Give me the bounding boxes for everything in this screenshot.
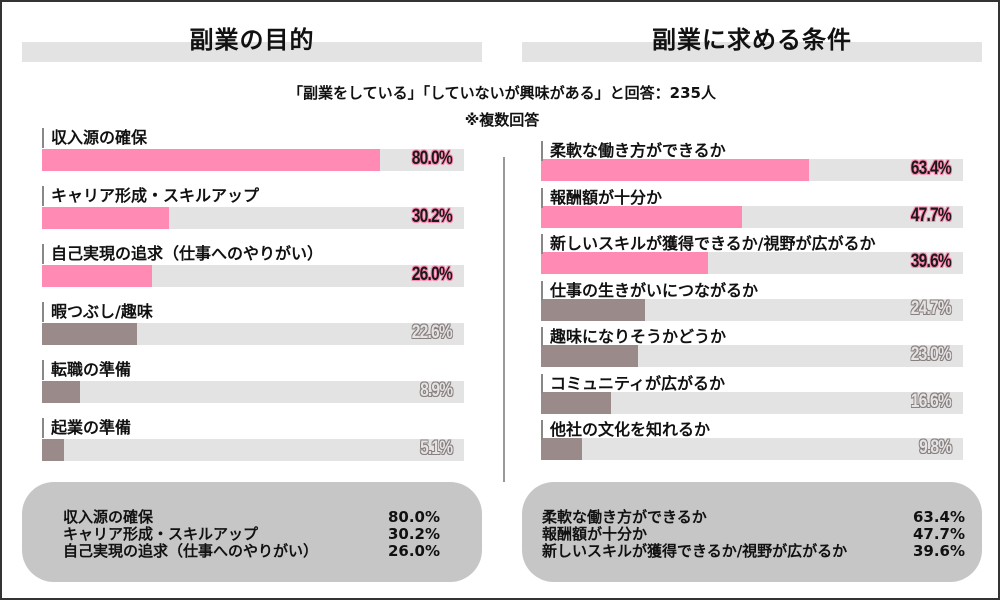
- bar-value: 39.6%: [910, 251, 952, 272]
- bar-value: 9.8%: [918, 437, 952, 458]
- bar-value: 23.0%: [910, 344, 952, 365]
- summary-value: 26.0%: [387, 542, 440, 560]
- bar-value: 80.0%: [411, 148, 453, 169]
- summary-label: 自己実現の追求（仕事へのやりがい）: [63, 542, 319, 560]
- bar-value: 30.2%: [411, 206, 453, 227]
- summary-value: 39.6%: [912, 542, 965, 560]
- bar-row: 47.7% 報酬額が十分か: [541, 186, 963, 233]
- bar-fill: [42, 265, 152, 287]
- bar-track: 24.7%: [541, 297, 963, 321]
- bar-track: 22.6%: [42, 322, 464, 345]
- summary-label: 新しいスキルが獲得できるか/視野が広がるか: [542, 542, 848, 560]
- bar-label: 他社の文化を知れるか: [541, 420, 710, 440]
- bar-label: 仕事の生きがいにつながるか: [541, 280, 758, 301]
- left-panel-title-band: 副業の目的: [22, 26, 482, 62]
- bar-row: 5.1% 起業の準備: [42, 414, 464, 472]
- bar-label: 柔軟な働き方ができるか: [541, 141, 726, 161]
- bar-track: 26.0%: [42, 264, 464, 287]
- right-summary-box: 柔軟な働き方ができるか 63.4% 報酬額が十分か 47.7% 新しいスキルが獲得できる…: [522, 482, 982, 582]
- bar-fill: [541, 345, 639, 367]
- bar-row: 80.0% 収入源の確保: [42, 124, 464, 182]
- panel-divider: [503, 157, 505, 482]
- bar-fill: [42, 149, 380, 171]
- bar-label: コミュニティが広がるか: [541, 373, 725, 394]
- left-summary-box: 収入源の確保 80.0% キャリア形成・スキルアップ 30.2% 自己実現の追求（仕事へ…: [22, 482, 482, 582]
- bar-row: 30.2% キャリア形成・スキルアップ: [42, 182, 464, 240]
- summary-label: キャリア形成・スキルアップ: [63, 525, 259, 543]
- bar-fill: [541, 159, 809, 181]
- bar-track: 30.2%: [42, 206, 464, 229]
- bar-fill: [541, 391, 612, 414]
- bar-label: 報酬額が十分か: [541, 187, 662, 208]
- bar-label: 趣味になりそうかどうか: [541, 327, 726, 347]
- bar-value: 16.6%: [910, 390, 952, 412]
- summary-label: 収入源の確保: [63, 508, 154, 526]
- bar-row: 24.7% 仕事の生きがいにつながるか: [541, 279, 963, 326]
- summary-label: 柔軟な働き方ができるか: [542, 508, 707, 526]
- summary-label: 報酬額が十分か: [542, 525, 648, 543]
- bar-fill: [541, 205, 743, 228]
- right-panel-title: 副業に求める条件: [652, 26, 852, 54]
- bar-label: キャリア形成・スキルアップ: [42, 186, 259, 206]
- summary-value: 30.2%: [387, 525, 440, 543]
- bar-row: 26.0% 自己実現の追求（仕事へのやりがい）: [42, 240, 464, 298]
- respondent-note: 「副業をしている」「していないが興味がある」と回答：235人: [288, 84, 716, 102]
- bar-track: 8.9%: [42, 380, 464, 403]
- bar-label: 暇つぶし/趣味: [42, 302, 153, 322]
- bar-label: 転職の準備: [42, 360, 131, 380]
- summary-value: 47.7%: [912, 525, 965, 543]
- bar-row: 23.0% 趣味になりそうかどうか: [541, 325, 963, 372]
- bar-track: 9.8%: [541, 437, 963, 460]
- bar-row: 9.8% 他社の文化を知れるか: [541, 418, 963, 465]
- bar-fill: [42, 381, 80, 403]
- right-panel-title-band: 副業に求める条件: [522, 26, 982, 62]
- bar-value: 47.7%: [910, 204, 952, 226]
- bar-label: 新しいスキルが獲得できるか/視野が広がるか: [541, 234, 876, 254]
- bar-label: 収入源の確保: [42, 128, 147, 148]
- bar-row: 8.9% 転職の準備: [42, 356, 464, 414]
- bar-fill: [42, 439, 64, 461]
- bar-value: 8.9%: [419, 380, 453, 401]
- bar-fill: [42, 207, 170, 229]
- bar-value: 24.7%: [910, 297, 952, 319]
- bar-track: 47.7%: [541, 204, 963, 228]
- multiple-answer-note: ※複数回答: [464, 111, 540, 129]
- bar-track: 39.6%: [541, 251, 963, 274]
- bar-label: 起業の準備: [42, 418, 131, 438]
- bar-fill: [541, 298, 646, 321]
- left-panel-title: 副業の目的: [189, 26, 315, 54]
- summary-value: 63.4%: [912, 508, 965, 526]
- bar-row: 16.6% コミュニティが広がるか: [541, 372, 963, 419]
- bar-row: 63.4% 柔軟な働き方ができるか: [541, 139, 963, 186]
- bar-row: 39.6% 新しいスキルが獲得できるか/視野が広がるか: [541, 232, 963, 279]
- bar-value: 5.1%: [419, 438, 453, 459]
- bar-value: 26.0%: [411, 264, 453, 285]
- bar-track: 23.0%: [541, 344, 963, 367]
- bar-fill: [541, 252, 709, 274]
- bar-fill: [42, 323, 138, 345]
- bar-track: 63.4%: [541, 158, 963, 181]
- bar-value: 22.6%: [411, 322, 453, 343]
- bar-track: 5.1%: [42, 438, 464, 461]
- summary-value: 80.0%: [387, 508, 440, 526]
- bar-label: 自己実現の追求（仕事へのやりがい）: [42, 244, 323, 264]
- bar-fill: [541, 438, 583, 460]
- bar-row: 22.6% 暇つぶし/趣味: [42, 298, 464, 356]
- bar-track: 16.6%: [541, 390, 963, 414]
- bar-value: 63.4%: [910, 158, 952, 179]
- bar-track: 80.0%: [42, 148, 464, 171]
